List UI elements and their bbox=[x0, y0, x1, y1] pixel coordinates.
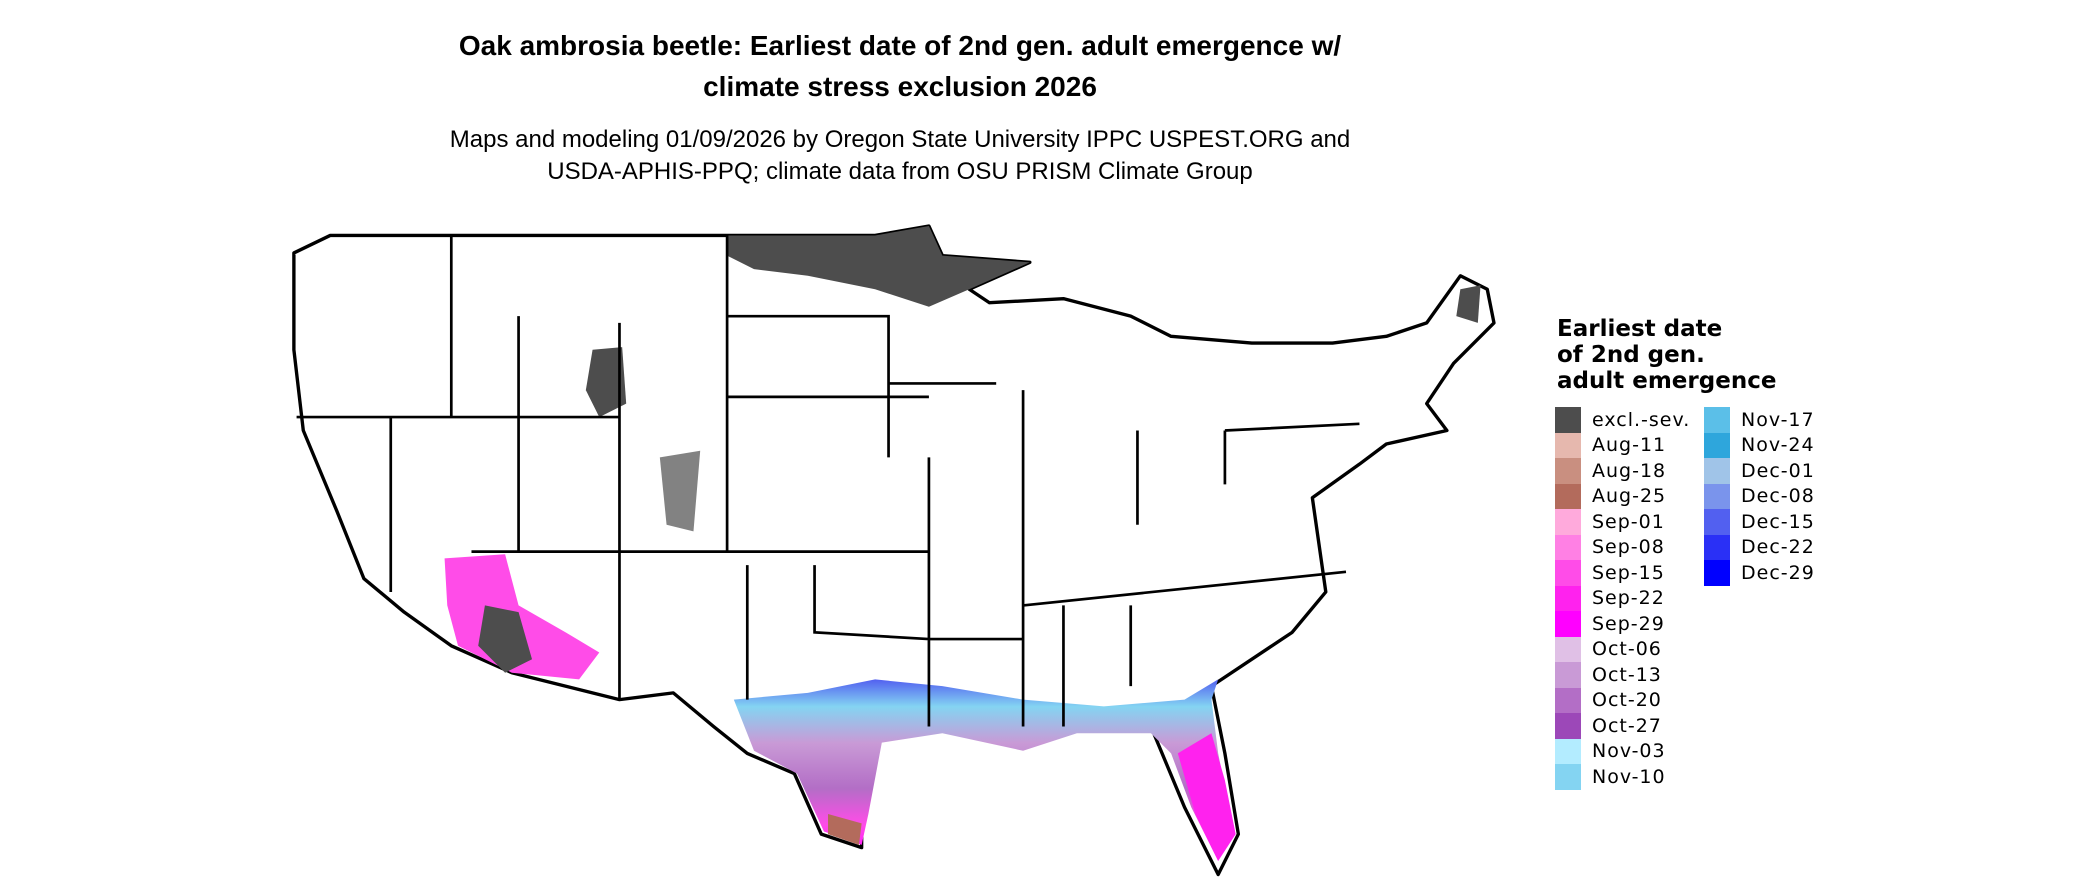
legend-label: Sep-01 bbox=[1592, 510, 1665, 533]
legend-item: Dec-08 bbox=[1704, 483, 1815, 509]
legend-swatch bbox=[1704, 458, 1730, 484]
legend-swatch bbox=[1555, 407, 1581, 433]
legend-item: Sep-15 bbox=[1555, 560, 1690, 586]
legend-item: Sep-29 bbox=[1555, 611, 1690, 637]
legend-label: Oct-06 bbox=[1592, 638, 1662, 661]
legend-title-line: adult emergence bbox=[1557, 368, 1777, 394]
legend-label: Dec-08 bbox=[1741, 485, 1815, 508]
legend-swatch bbox=[1555, 432, 1581, 458]
legend-item: Oct-27 bbox=[1555, 713, 1690, 739]
legend-swatch bbox=[1555, 738, 1581, 764]
legend-item: Nov-24 bbox=[1704, 432, 1815, 458]
legend-item: Dec-22 bbox=[1704, 534, 1815, 560]
legend-title: Earliest date of 2nd gen. adult emergenc… bbox=[1557, 316, 1776, 394]
legend-swatch bbox=[1555, 713, 1581, 739]
legend-item: Nov-10 bbox=[1555, 764, 1690, 790]
legend-column-2: Nov-17 Nov-24 Dec-01 Dec-08 Dec-15 Dec-22 Dec-… bbox=[1704, 407, 1815, 586]
legend-label: Aug-25 bbox=[1592, 485, 1667, 508]
legend-swatch bbox=[1555, 509, 1581, 535]
emergence-regions bbox=[444, 226, 1481, 862]
legend-swatch bbox=[1704, 432, 1730, 458]
legend-swatch bbox=[1704, 483, 1730, 509]
legend-item: Sep-22 bbox=[1555, 585, 1690, 611]
legend-swatch bbox=[1704, 534, 1730, 560]
legend-column-1: excl.-sev. Aug-11 Aug-18 Aug-25 Sep-01 Sep-08… bbox=[1555, 407, 1690, 790]
legend-swatch bbox=[1555, 611, 1581, 637]
legend-item: Aug-11 bbox=[1555, 432, 1690, 458]
legend-item: excl.-sev. bbox=[1555, 407, 1690, 433]
legend-label: Oct-13 bbox=[1592, 663, 1662, 686]
legend-swatch bbox=[1704, 560, 1730, 586]
legend-label: Dec-29 bbox=[1741, 561, 1815, 584]
legend-label: Dec-22 bbox=[1741, 536, 1815, 559]
legend-swatch bbox=[1555, 764, 1581, 790]
legend-label: Nov-10 bbox=[1592, 765, 1666, 788]
legend-swatch bbox=[1555, 458, 1581, 484]
legend-label: Sep-08 bbox=[1592, 536, 1665, 559]
legend-swatch bbox=[1704, 407, 1730, 433]
legend-label: Sep-22 bbox=[1592, 587, 1665, 610]
legend-item: Dec-01 bbox=[1704, 458, 1815, 484]
legend-title-line: of 2nd gen. bbox=[1557, 342, 1705, 368]
legend-item: Oct-20 bbox=[1555, 687, 1690, 713]
legend-title-line: Earliest date bbox=[1557, 316, 1723, 342]
legend-label: Aug-18 bbox=[1592, 459, 1667, 482]
legend-swatch bbox=[1555, 662, 1581, 688]
legend-swatch bbox=[1555, 585, 1581, 611]
legend-label: Dec-01 bbox=[1741, 459, 1815, 482]
legend-label: Sep-29 bbox=[1592, 612, 1665, 635]
legend-item: Nov-17 bbox=[1704, 407, 1815, 433]
legend-item: Oct-13 bbox=[1555, 662, 1690, 688]
legend-label: Nov-17 bbox=[1741, 408, 1815, 431]
legend-label: excl.-sev. bbox=[1592, 408, 1691, 431]
legend-label: Nov-24 bbox=[1741, 434, 1815, 457]
legend-label: Aug-11 bbox=[1592, 434, 1667, 457]
legend-label: Nov-03 bbox=[1592, 740, 1666, 763]
legend-label: Oct-27 bbox=[1592, 714, 1662, 737]
state-borders bbox=[296, 235, 1360, 727]
subtitle-line2: USDA-APHIS-PPQ; climate data from OSU PR… bbox=[547, 158, 1253, 185]
subtitle-line1: Maps and modeling 01/09/2026 by Oregon S… bbox=[449, 126, 1351, 153]
legend-swatch bbox=[1704, 509, 1730, 535]
map-title-line2: climate stress exclusion 2026 bbox=[703, 71, 1097, 102]
map-title-line1: Oak ambrosia beetle: Earliest date of 2n… bbox=[458, 30, 1342, 61]
legend-swatch bbox=[1555, 483, 1581, 509]
legend-item: Aug-18 bbox=[1555, 458, 1690, 484]
legend-swatch bbox=[1555, 560, 1581, 586]
legend-item: Nov-03 bbox=[1555, 738, 1690, 764]
legend-item: Sep-08 bbox=[1555, 534, 1690, 560]
legend-label: Dec-15 bbox=[1741, 510, 1815, 533]
legend-swatch bbox=[1555, 636, 1581, 662]
legend-swatch bbox=[1555, 687, 1581, 713]
legend-item: Oct-06 bbox=[1555, 636, 1690, 662]
legend-item: Sep-01 bbox=[1555, 509, 1690, 535]
legend-item: Dec-15 bbox=[1704, 509, 1815, 535]
legend-swatch bbox=[1555, 534, 1581, 560]
legend-label: Sep-15 bbox=[1592, 561, 1665, 584]
legend-item: Aug-25 bbox=[1555, 483, 1690, 509]
legend-item: Dec-29 bbox=[1704, 560, 1815, 586]
legend-label: Oct-20 bbox=[1592, 689, 1662, 712]
